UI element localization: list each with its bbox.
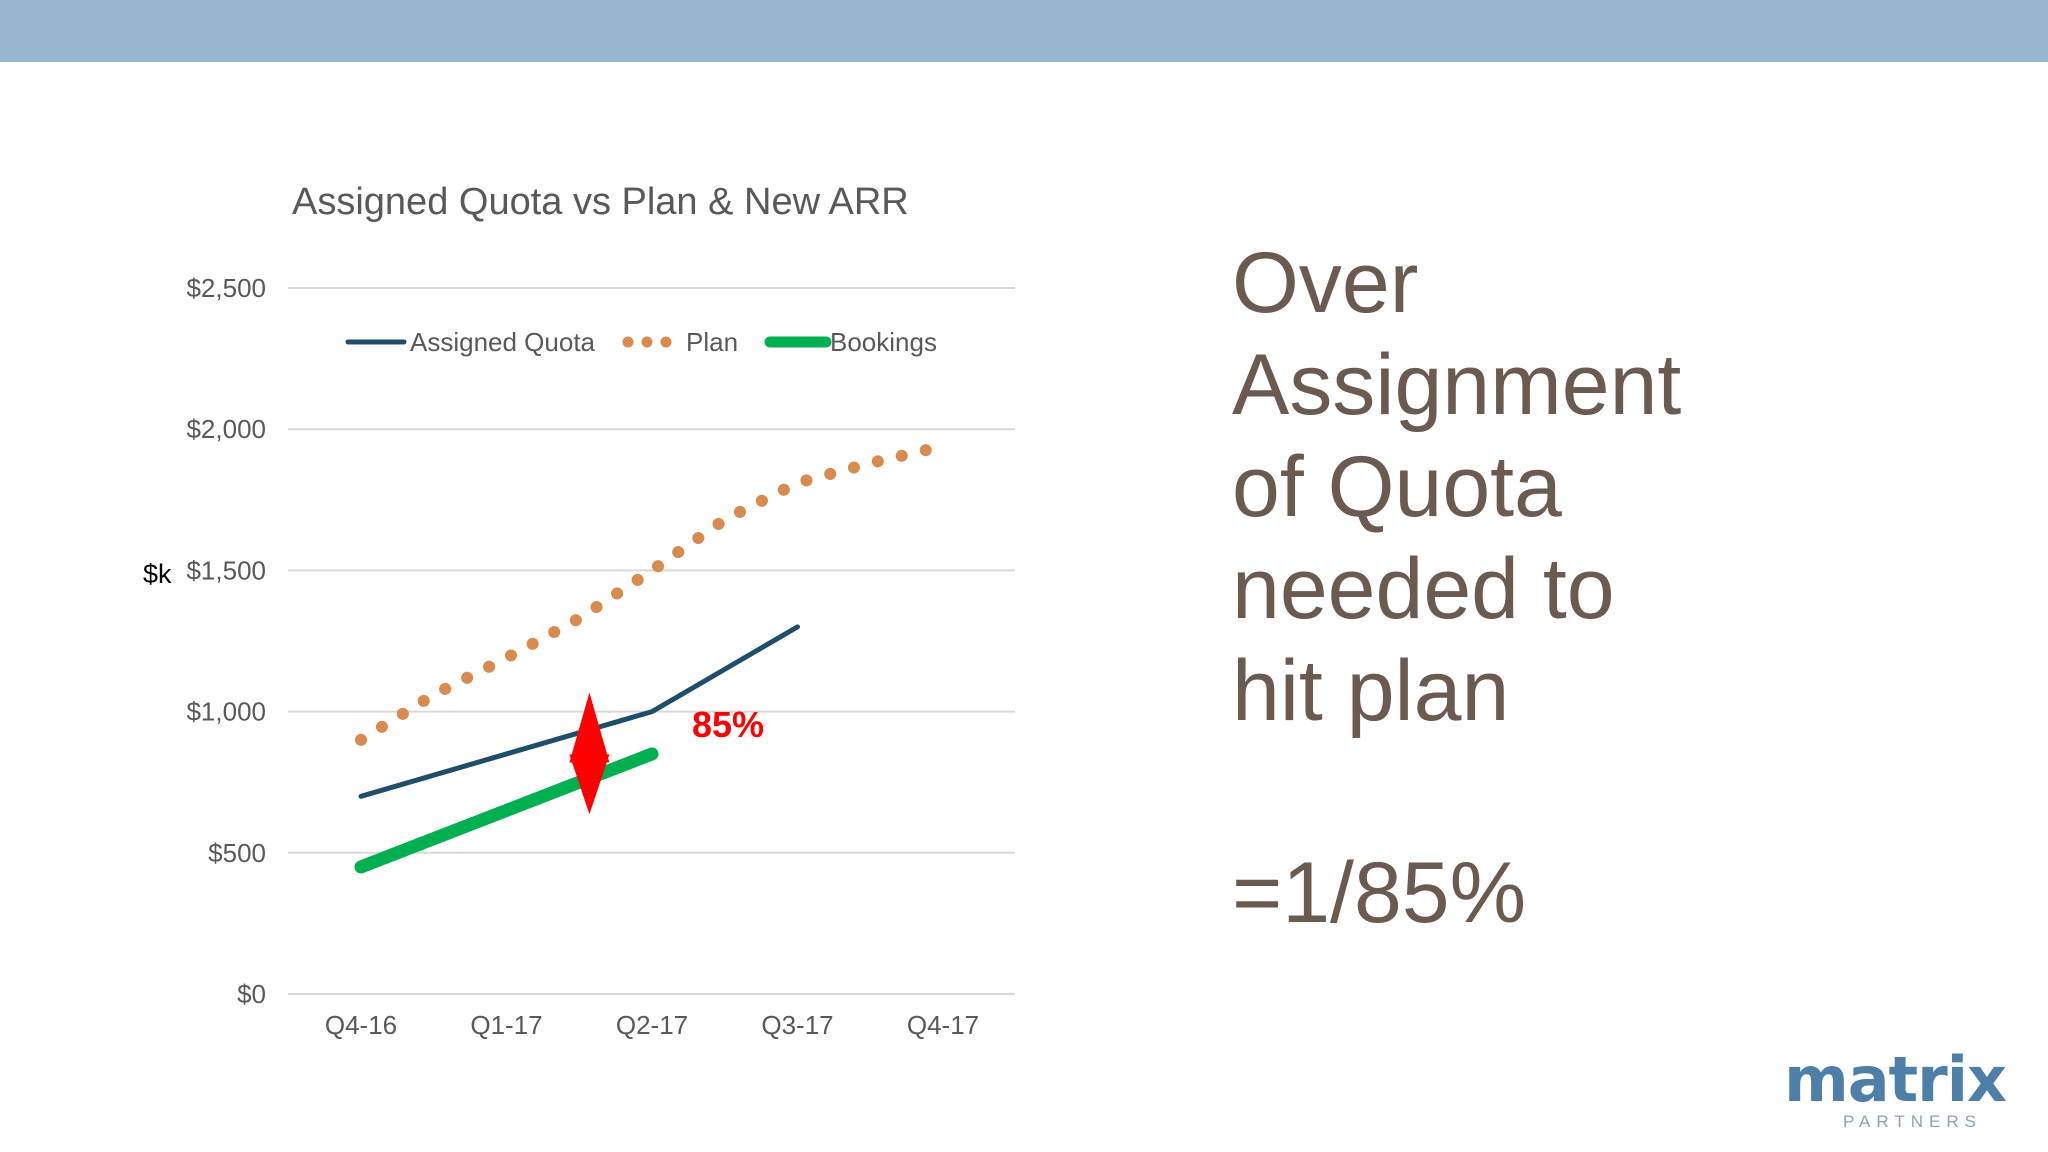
y-axis-label: $k [143, 559, 172, 589]
header-band [0, 0, 2048, 62]
logo-wordmark: matrix [1784, 1043, 2007, 1116]
legend-item: Assigned Quota [345, 327, 596, 357]
legend-item: Plan [622, 327, 738, 357]
x-tick-label: Q4-17 [907, 1010, 979, 1040]
chart: $0 $500 $1,000 $1,500 $2,000 $2,500 Q4-16 Q1-17… [143, 181, 1015, 1040]
double-arrow-icon [569, 692, 610, 815]
y-tick-label: $500 [208, 838, 266, 868]
y-tick-label: $1,000 [186, 697, 266, 727]
formula-text: =1/85% [1232, 845, 1527, 941]
legend-swatch [641, 336, 653, 348]
headline-line: hit plan [1232, 643, 1510, 739]
chart-title: Assigned Quota vs Plan & New ARR [292, 181, 909, 223]
headline-line: Over [1232, 235, 1419, 331]
legend-swatch [660, 336, 672, 348]
headline-line: needed to [1232, 541, 1615, 637]
series-bookings [354, 747, 659, 874]
series-plan [355, 440, 949, 746]
legend-item: Bookings [764, 327, 937, 357]
y-tick-label: $1,500 [186, 555, 266, 585]
legend-label: Bookings [830, 327, 937, 357]
arrow-head-up [569, 692, 610, 763]
x-tick-label: Q2-17 [616, 1010, 688, 1040]
headline-line: Assignment [1232, 337, 1682, 433]
x-tick-label: Q3-17 [761, 1010, 833, 1040]
legend-swatch [622, 336, 634, 348]
annotation-label: 85% [692, 704, 764, 745]
plan-line [355, 440, 949, 746]
bookings-line [354, 747, 659, 874]
y-tick-label: $0 [237, 979, 266, 1009]
y-tick-label: $2,500 [186, 273, 266, 303]
y-tick-label: $2,000 [186, 414, 266, 444]
legend-label: Plan [686, 327, 738, 357]
logo-subtitle: PARTNERS [1842, 1112, 1982, 1131]
x-tick-label: Q1-17 [470, 1010, 542, 1040]
x-tick-label: Q4-16 [325, 1010, 397, 1040]
matrix-partners-logo: matrix PARTNERS [1784, 1048, 2020, 1132]
headline-line: of Quota [1232, 439, 1562, 535]
arrow-head-down [569, 754, 610, 815]
headline: Over Assignment of Quota needed to hit p… [1232, 232, 1952, 944]
legend-label: Assigned Quota [410, 327, 596, 357]
